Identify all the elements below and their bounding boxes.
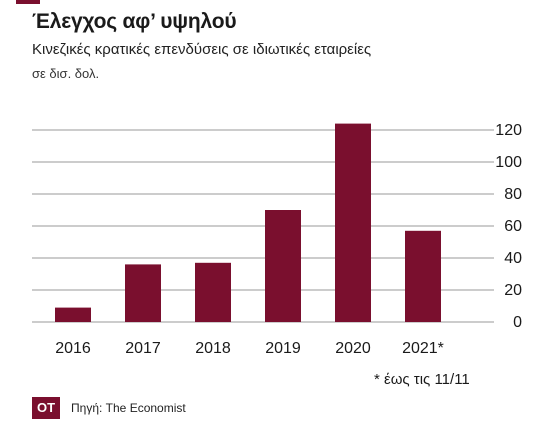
y-tick-label: 60 [504,218,522,235]
y-tick-label: 100 [495,154,522,171]
ot-logo: OT [32,397,60,419]
chart-title: Έλεγχος αφ’ υψηλού [32,10,237,33]
x-tick-label: 2016 [55,340,91,357]
footnote: * έως τις 11/11 [374,371,470,388]
source-label: Πηγή: The Economist [71,401,186,415]
accent-bar [16,0,40,4]
y-tick-label: 80 [504,186,522,203]
y-tick-label: 40 [504,250,522,267]
x-tick-label: 2020 [335,340,371,357]
bar-2016 [55,307,91,322]
x-tick-label: 2019 [265,340,301,357]
unit-label: σε δισ. δολ. [32,66,100,81]
y-tick-label: 20 [504,282,522,299]
bar-2017 [125,264,161,322]
bar-2021-star [405,230,441,322]
y-tick-label: 120 [495,122,522,139]
x-tick-label: 2018 [195,340,231,357]
bar-2020 [335,123,371,322]
chart-subtitle: Κινεζικές κρατικές επενδύσεις σε ιδιωτικ… [32,41,372,58]
x-tick-label: 2021* [402,340,444,357]
bar-2019 [265,210,301,322]
y-tick-label: 0 [513,314,522,331]
x-tick-label: 2017 [125,340,161,357]
bar-2018 [195,262,231,322]
